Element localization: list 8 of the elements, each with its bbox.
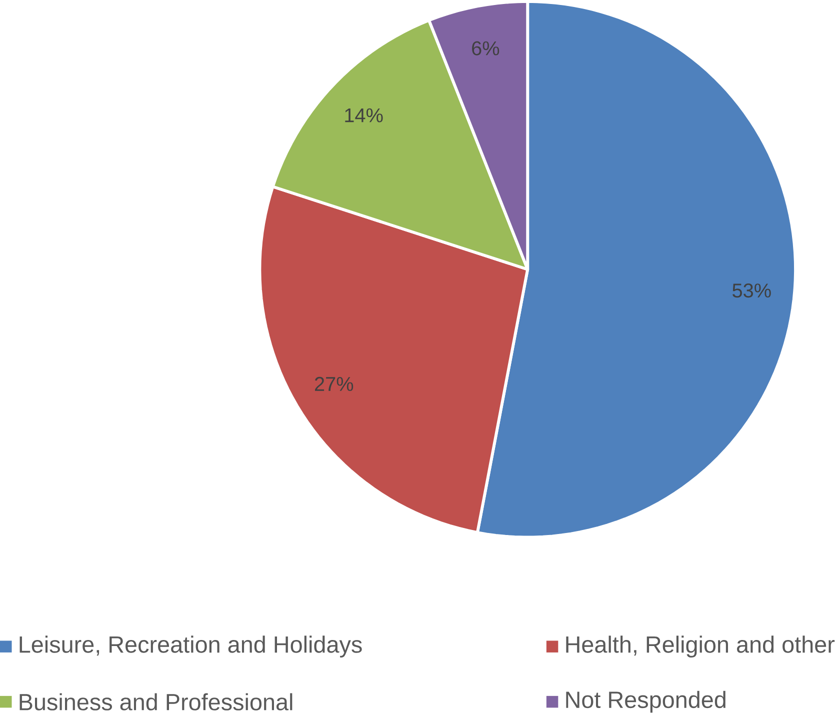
data-label: 14% — [345, 108, 383, 122]
data-label: 6% — [472, 41, 500, 56]
legend-label: Leisure, Recreation and Holidays — [20, 636, 362, 658]
legend-label: Health, Religion and other — [566, 636, 835, 658]
legend-label: Business and Professional — [20, 693, 292, 711]
data-label: 53% — [732, 284, 771, 298]
legend-label: Not Responded — [566, 691, 726, 713]
data-label: 27% — [314, 377, 354, 392]
